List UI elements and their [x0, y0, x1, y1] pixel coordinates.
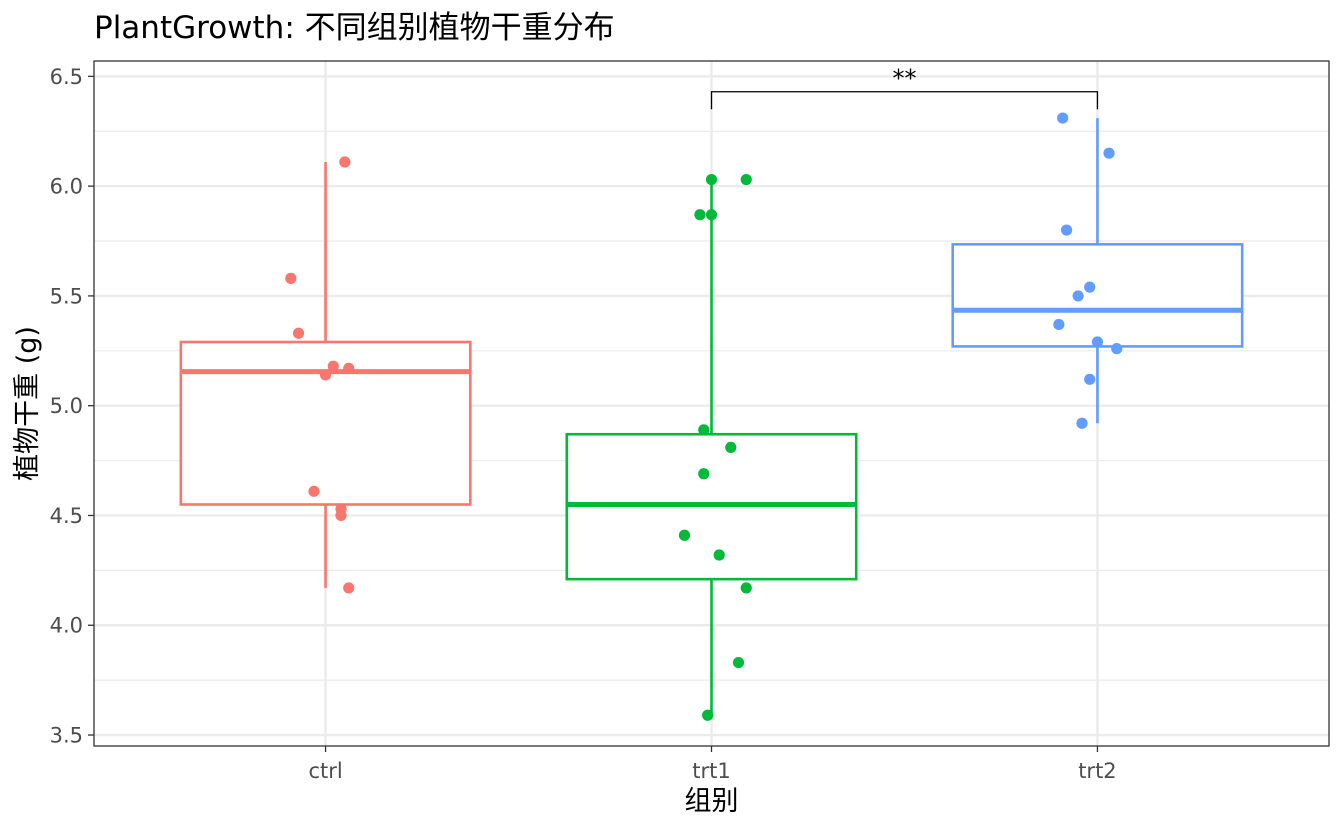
significance-label: **	[892, 65, 916, 93]
data-point-trt2	[1111, 343, 1123, 355]
box-trt2	[951, 243, 1244, 348]
data-point-trt1	[740, 173, 752, 186]
data-point-ctrl	[335, 509, 347, 522]
annotation-layer: **	[710, 65, 1099, 110]
data-point-trt1	[705, 173, 718, 186]
data-point-ctrl	[339, 156, 351, 168]
y-tick-label: 4.5	[50, 504, 83, 528]
data-point-trt2	[1084, 281, 1096, 293]
axis-layer: 3.5 4.0 4.5 5.0 5.5 6.0 6.5 ctrl trt1 trt2	[50, 65, 1117, 783]
data-point-trt1	[713, 549, 725, 561]
box-layer	[179, 118, 1244, 716]
data-point-ctrl	[319, 369, 332, 381]
x-tick-label: trt1	[692, 759, 730, 783]
y-tick-label: 6.5	[50, 65, 83, 89]
data-point-ctrl	[327, 360, 339, 372]
data-point-ctrl	[292, 327, 305, 339]
data-point-trt1	[705, 209, 718, 221]
data-point-trt2	[1057, 112, 1069, 124]
chart-title: PlantGrowth: 不同组别植物干重分布	[94, 10, 615, 46]
data-point-trt1	[702, 709, 714, 721]
y-axis-title: 植物干重 (g)	[12, 326, 43, 481]
y-tick-label: 5.5	[50, 284, 83, 308]
data-point-trt1	[694, 209, 706, 221]
data-point-trt2	[1060, 224, 1073, 236]
data-point-trt1	[698, 424, 710, 436]
data-point-ctrl	[343, 362, 355, 374]
data-point-trt2	[1103, 147, 1115, 159]
x-tick-label: trt2	[1078, 759, 1116, 783]
x-axis-title: 组别	[685, 786, 739, 817]
point-layer	[285, 112, 1123, 721]
y-tick-label: 4.0	[50, 614, 83, 638]
data-point-ctrl	[343, 582, 355, 594]
y-tick-label: 5.0	[50, 394, 83, 418]
data-point-trt1	[678, 529, 691, 541]
data-point-trt1	[732, 656, 745, 669]
data-point-trt1	[725, 441, 737, 454]
data-point-trt1	[740, 582, 752, 594]
box-ctrl	[179, 340, 472, 506]
data-point-ctrl	[285, 272, 297, 284]
data-point-trt2	[1053, 318, 1065, 331]
data-point-ctrl	[308, 485, 320, 497]
data-point-trt2	[1072, 290, 1084, 302]
x-tick-label: ctrl	[308, 759, 342, 783]
y-tick-label: 3.5	[50, 724, 83, 748]
data-point-trt2	[1076, 417, 1088, 429]
data-point-trt1	[698, 468, 710, 480]
y-tick-label: 6.0	[50, 175, 83, 199]
significance-bracket	[710, 91, 1099, 110]
data-point-trt2	[1084, 373, 1096, 385]
data-point-trt2	[1091, 336, 1104, 348]
